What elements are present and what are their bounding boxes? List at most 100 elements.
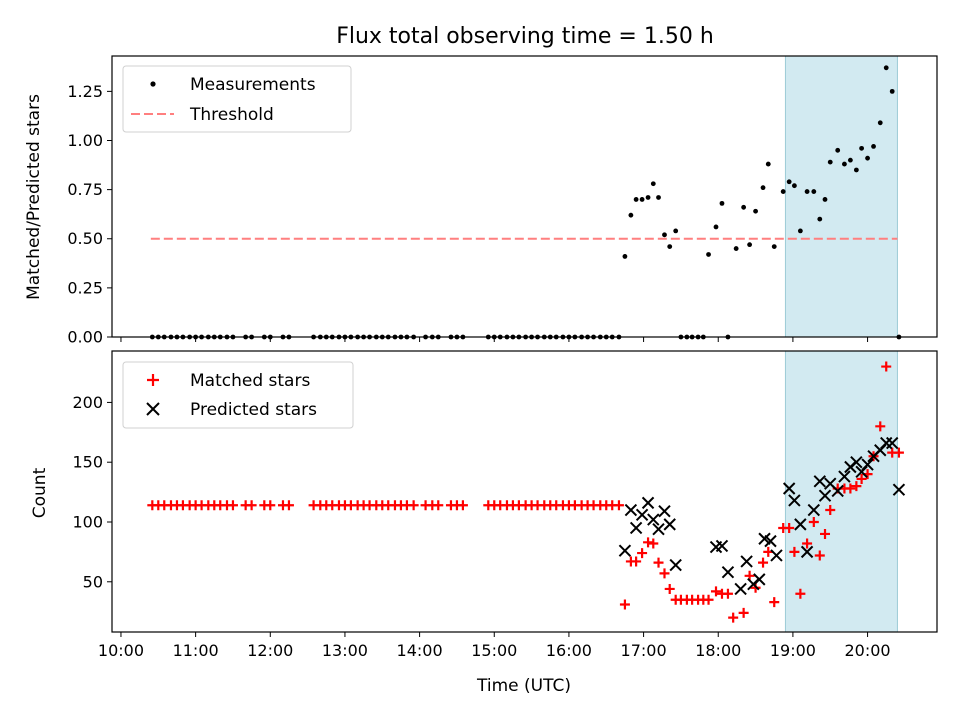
measurement-point xyxy=(797,228,803,234)
bottom-ticks: 50 100 150 200 10:00 11:00 12:00 13:00 14:00 15:0… xyxy=(72,393,890,660)
x-tick-label: 10:00 xyxy=(98,641,144,660)
matched-star-point xyxy=(769,597,780,608)
x-tick-label: 18:00 xyxy=(695,641,741,660)
measurement-point xyxy=(791,183,797,189)
predicted-star-point xyxy=(807,503,821,517)
bottom-y-tick-label: 100 xyxy=(72,512,103,531)
matched-star-point xyxy=(802,538,813,549)
predicted-star-point xyxy=(647,513,660,526)
measurement-point xyxy=(811,189,817,194)
predicted-star-point xyxy=(629,521,643,535)
predicted-star-point xyxy=(624,503,638,517)
measurement-point xyxy=(883,65,889,71)
measurement-point xyxy=(827,159,833,165)
measurement-point xyxy=(877,120,883,126)
measurement-point xyxy=(804,189,810,194)
measurement-point xyxy=(771,244,777,250)
matched-star-point xyxy=(648,538,659,549)
legend-matched-marker xyxy=(147,374,159,386)
predicted-star-point xyxy=(831,484,844,498)
matched-star-point xyxy=(825,505,836,516)
matched-star-point xyxy=(711,586,722,597)
measurement-point xyxy=(765,161,771,167)
legend-predicted-label: Predicted stars xyxy=(190,400,317,420)
matched-star-point xyxy=(722,588,733,599)
matched-star-point xyxy=(728,612,739,623)
matched-star-point xyxy=(643,537,654,548)
measurement-point xyxy=(622,254,628,259)
predicted-star-point xyxy=(669,558,682,572)
matched-star-point xyxy=(283,500,294,511)
matched-star-point xyxy=(457,500,468,511)
predicted-star-point xyxy=(721,566,735,579)
measurement-point xyxy=(760,185,766,191)
measurement-point xyxy=(842,161,847,167)
x-tick-label: 15:00 xyxy=(471,641,517,660)
predicted-star-point xyxy=(618,544,632,557)
predicted-star-point xyxy=(770,549,783,562)
matched-star-point xyxy=(619,599,630,610)
predicted-star-point xyxy=(641,496,655,510)
matched-star-point xyxy=(664,583,675,594)
matched-star-point xyxy=(265,500,276,511)
matched-star-point xyxy=(433,500,444,511)
measurement-point xyxy=(650,181,656,187)
measurement-point xyxy=(817,216,823,222)
measurement-point xyxy=(662,232,667,238)
x-tick-label: 17:00 xyxy=(621,641,667,660)
predicted-star-point xyxy=(788,494,801,507)
measurement-point xyxy=(786,179,792,185)
measurement-point xyxy=(853,167,859,173)
matched-star-point xyxy=(820,528,831,539)
predicted-star-point xyxy=(838,470,851,483)
measurement-point xyxy=(719,200,725,206)
predicted-star-point xyxy=(663,518,676,531)
measurement-point xyxy=(628,212,634,218)
matched-star-point xyxy=(631,556,642,567)
legend-measurements-marker xyxy=(150,81,156,87)
matched-stars-points xyxy=(147,361,904,623)
measurement-point xyxy=(713,224,719,230)
top-y-tick-label: 1.00 xyxy=(67,131,103,150)
x-tick-label: 16:00 xyxy=(546,641,592,660)
matched-star-point xyxy=(881,361,892,372)
predicted-star-point xyxy=(818,489,832,502)
matched-star-point xyxy=(845,483,856,494)
top-y-axis-label: Matched/Predicted stars xyxy=(24,94,44,300)
top-axes: 0.00 0.25 0.50 0.75 1.00 1.25 Measurements Th… xyxy=(24,55,938,347)
matched-star-point xyxy=(738,607,749,618)
matched-star-point xyxy=(659,568,670,579)
matched-star-point xyxy=(246,500,257,511)
figure-title: Flux total observing time = 1.50 h xyxy=(336,24,714,49)
matched-star-point xyxy=(893,447,904,458)
matched-star-point xyxy=(795,588,806,599)
predicted-star-point xyxy=(885,436,899,450)
legend-threshold-label: Threshold xyxy=(189,105,274,125)
measurement-point xyxy=(753,208,758,214)
matched-star-point xyxy=(856,473,867,484)
measurement-point xyxy=(633,197,639,202)
bottom-axes: 50 100 150 200 10:00 11:00 12:00 13:00 14:00 15:0… xyxy=(30,350,938,696)
matched-star-point xyxy=(851,481,862,492)
top-y-tick-label: 0.00 xyxy=(67,328,103,347)
predicted-star-point xyxy=(740,555,753,568)
x-tick-label: 11:00 xyxy=(173,641,219,660)
measurement-point xyxy=(865,155,870,161)
matched-star-point xyxy=(875,421,886,432)
measurement-point xyxy=(639,197,645,202)
predicted-star-point xyxy=(652,522,665,536)
matched-star-point xyxy=(808,516,819,527)
measurement-point xyxy=(733,246,739,251)
predicted-star-point xyxy=(658,505,671,518)
measurement-point xyxy=(706,252,711,257)
x-tick-label: 19:00 xyxy=(770,641,816,660)
predicted-star-point xyxy=(794,518,807,531)
predicted-stars-points xyxy=(618,436,906,596)
predicted-star-point xyxy=(861,458,874,471)
top-y-tick-label: 0.25 xyxy=(67,278,103,297)
x-axis-label: Time (UTC) xyxy=(476,676,571,696)
top-y-tick-label: 0.50 xyxy=(67,229,103,248)
legend-matched-label: Matched stars xyxy=(190,371,310,391)
legend-top: Measurements Threshold xyxy=(122,65,352,133)
predicted-star-point xyxy=(764,534,777,548)
